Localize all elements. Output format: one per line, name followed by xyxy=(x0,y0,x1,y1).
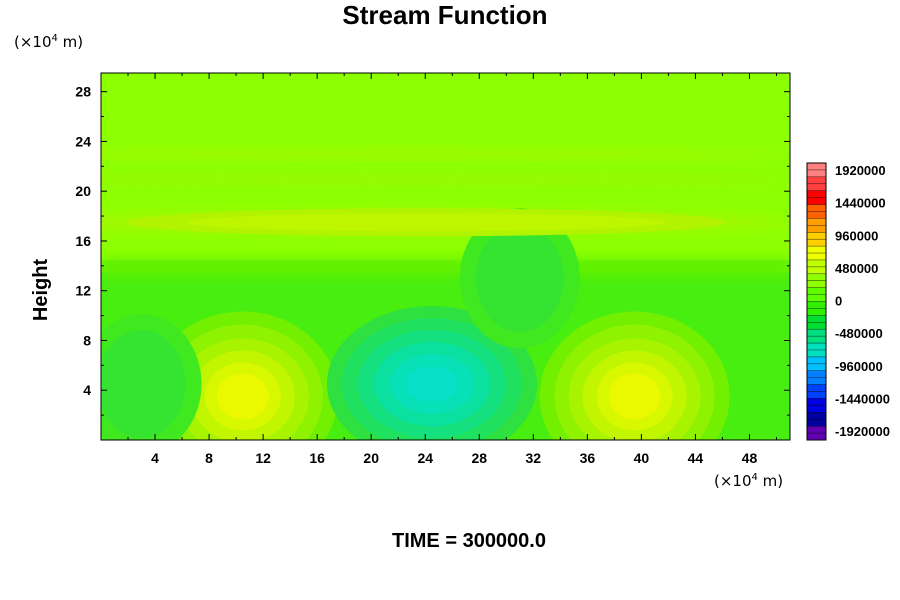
colorbar-label-3: 480000 xyxy=(835,261,878,276)
contour-negative-2-5 xyxy=(405,366,458,403)
y-tick-label-8: 8 xyxy=(83,332,91,348)
colorbar-frame xyxy=(806,162,827,441)
x-tick-label-12: 12 xyxy=(255,450,271,466)
x-tick-label-28: 28 xyxy=(471,450,487,466)
x-unit-label: (×104 m) xyxy=(714,472,784,490)
x-tick-label-20: 20 xyxy=(363,450,379,466)
colorbar-segment-2 xyxy=(807,190,826,206)
y-tick-label-20: 20 xyxy=(75,183,91,199)
colorbar-label-0: 1920000 xyxy=(835,163,886,178)
y-tick-label-24: 24 xyxy=(75,133,91,149)
colorbar-label-8: -1920000 xyxy=(835,424,890,439)
colorbar-label-7: -1440000 xyxy=(835,391,890,406)
colorbar: 1920000 1440000 960000 480000 0 -480000 -96000… xyxy=(806,162,890,441)
contour-field xyxy=(101,73,790,440)
x-tick-label-40: 40 xyxy=(634,450,650,466)
chart-title: Stream Function xyxy=(342,0,548,30)
field-band-transition xyxy=(101,259,790,278)
contour-positive-0-5 xyxy=(216,373,269,420)
colorbar-segment-6 xyxy=(807,246,826,261)
colorbar-segment-1 xyxy=(807,176,826,192)
colorbar-segment-13 xyxy=(807,343,826,358)
colorbar-segment-18 xyxy=(807,412,826,427)
x-tick-label-36: 36 xyxy=(580,450,596,466)
x-tick-label-8: 8 xyxy=(205,450,213,466)
y-tick-label-4: 4 xyxy=(83,382,91,398)
colorbar-label-4: 0 xyxy=(835,294,842,309)
colorbar-segment-11 xyxy=(807,315,826,330)
colorbar-label-2: 960000 xyxy=(835,228,878,243)
x-tick-label-24: 24 xyxy=(417,450,433,466)
colorbar-segment-19 xyxy=(807,426,826,441)
y-tick-label-16: 16 xyxy=(75,233,91,249)
colorbar-segment-10 xyxy=(807,301,826,316)
y-axis: 4 8 12 16 20 24 28 xyxy=(75,84,790,416)
colorbar-label-1: 1440000 xyxy=(835,196,886,211)
y-tick-label-28: 28 xyxy=(75,84,91,100)
colorbar-segment-9 xyxy=(807,287,826,302)
colorbar-segment-4 xyxy=(807,218,826,233)
contour-negative-3-1 xyxy=(101,330,186,439)
x-tick-label-44: 44 xyxy=(688,450,704,466)
y-unit-label: (×104 m) xyxy=(14,33,84,51)
contour-positive-1-5 xyxy=(608,373,661,420)
x-axis: 4 8 12 16 20 24 28 32 36 40 44 48 xyxy=(127,73,777,466)
colorbar-segment-14 xyxy=(807,356,826,372)
colorbar-label-5: -480000 xyxy=(835,326,883,341)
colorbar-segment-17 xyxy=(807,398,826,413)
colorbar-segment-3 xyxy=(807,204,826,219)
upper-streak-0 xyxy=(101,149,790,158)
plot-frame xyxy=(100,72,791,441)
contour-positive-5-1 xyxy=(185,213,666,232)
upper-streak-1 xyxy=(101,174,790,183)
x-tick-label-48: 48 xyxy=(742,450,758,466)
x-tick-label-16: 16 xyxy=(309,450,325,466)
colorbar-segment-7 xyxy=(807,259,826,275)
contour-negative-4-1 xyxy=(475,224,564,333)
time-annotation: TIME = 300000.0 xyxy=(392,530,546,552)
y-tick-label-12: 12 xyxy=(75,283,91,299)
colorbar-segment-5 xyxy=(807,232,826,247)
colorbar-segment-0 xyxy=(807,163,826,178)
colorbar-segment-15 xyxy=(807,370,826,386)
x-tick-label-32: 32 xyxy=(526,450,542,466)
x-tick-label-4: 4 xyxy=(151,450,159,466)
colorbar-segment-8 xyxy=(807,273,826,289)
colorbar-segment-16 xyxy=(807,384,826,399)
colorbar-label-6: -960000 xyxy=(835,359,883,374)
colorbar-segment-12 xyxy=(807,329,826,344)
